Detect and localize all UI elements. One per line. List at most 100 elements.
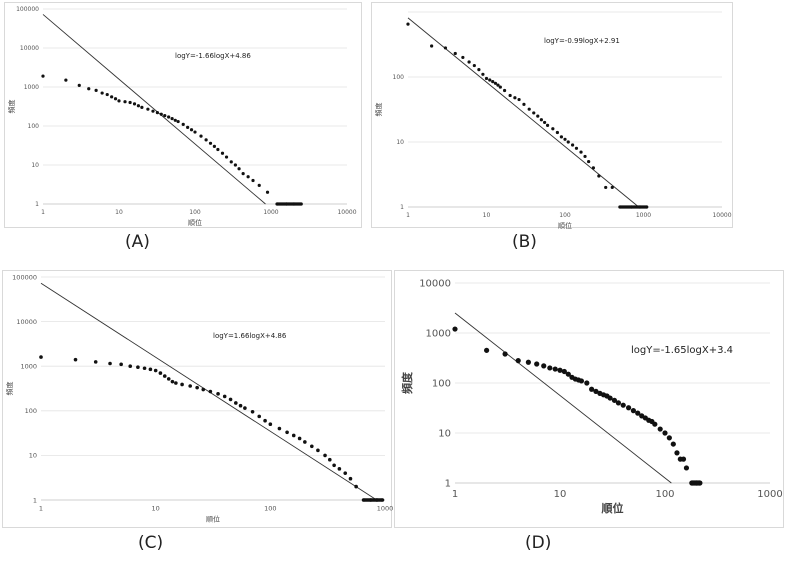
chart-panel-a: 1 10 100 1000 10000 100000 1 10 100 1000 10000 順位 頻度… <box>4 2 362 228</box>
chart-panel-b: 1 10 100 1 10 100 1000 10000 順位 頻度 logY=-0.99logX+… <box>371 2 733 230</box>
data-point <box>545 123 550 128</box>
series-points <box>406 22 649 209</box>
data-point <box>555 130 559 135</box>
y-tick-label: 1 <box>445 479 451 490</box>
data-point <box>666 435 672 441</box>
data-point <box>541 363 547 369</box>
data-point <box>310 444 314 449</box>
y-tick-label: 10000 <box>20 45 39 52</box>
series-points <box>452 326 703 486</box>
data-point <box>216 392 220 396</box>
data-point <box>493 81 498 85</box>
data-point <box>502 351 508 357</box>
data-point <box>237 167 241 171</box>
data-point <box>285 430 289 435</box>
data-point <box>565 371 571 377</box>
y-tick-label: 100000 <box>12 273 37 281</box>
data-point <box>241 172 245 176</box>
data-point <box>543 120 547 125</box>
data-point <box>173 118 177 122</box>
data-point <box>167 115 171 119</box>
data-point <box>263 418 267 423</box>
data-point <box>484 347 490 353</box>
data-point <box>188 384 192 388</box>
data-point <box>243 406 247 410</box>
x-tick-label: 100 <box>264 505 276 513</box>
regression-annotation: logY=1.66logX+4.86 <box>213 332 287 340</box>
x-axis-label: 順位 <box>602 501 624 515</box>
data-point <box>591 166 595 170</box>
y-tick-label: 1000 <box>20 362 37 370</box>
data-point <box>251 178 255 183</box>
data-point <box>477 67 481 72</box>
data-point <box>674 450 680 456</box>
data-point <box>566 140 570 144</box>
data-point <box>502 88 507 93</box>
data-point <box>250 409 255 414</box>
data-point <box>578 378 585 384</box>
data-point <box>593 388 599 394</box>
data-point <box>453 51 457 56</box>
chart-panel-c: 1 10 100 1000 10000 100000 1 10 100 1000 順位 頻度 logY=… <box>2 270 393 528</box>
data-point <box>652 421 658 427</box>
data-point <box>123 100 127 104</box>
data-point <box>579 150 583 154</box>
data-point <box>77 83 81 87</box>
y-axis-label: 頻度 <box>374 103 383 117</box>
data-point <box>158 371 163 375</box>
x-tick-label: 1 <box>452 489 458 500</box>
data-point <box>583 154 587 159</box>
x-tick-label: 100 <box>189 209 201 216</box>
data-point <box>142 366 147 371</box>
data-point <box>323 453 327 458</box>
data-point <box>610 185 614 190</box>
data-point <box>222 394 227 399</box>
chart-a: 1 10 100 1000 10000 100000 1 10 100 1000 10000 順位 頻度… <box>7 6 357 227</box>
data-point <box>670 441 676 447</box>
data-point <box>108 361 112 366</box>
data-point <box>491 79 495 84</box>
data-point <box>208 141 213 145</box>
data-point <box>522 102 526 106</box>
fit-line <box>407 17 640 208</box>
data-point <box>186 125 190 130</box>
data-point <box>268 422 273 427</box>
data-point <box>128 100 132 105</box>
data-point <box>257 414 262 419</box>
data-point <box>153 368 158 373</box>
data-point <box>551 127 555 131</box>
data-point <box>170 116 174 121</box>
caption-d: (D) <box>525 533 552 553</box>
fit-line <box>454 312 672 484</box>
fit-line <box>42 14 266 205</box>
data-point <box>615 400 622 406</box>
data-point <box>246 175 250 179</box>
data-point <box>625 405 632 411</box>
data-point <box>525 359 531 365</box>
data-point <box>354 484 358 489</box>
data-point <box>117 99 121 103</box>
gridlines <box>455 282 770 484</box>
data-point <box>297 436 302 441</box>
data-point <box>132 102 137 106</box>
data-point <box>547 365 553 371</box>
x-tick-label: 1000 <box>263 209 278 216</box>
series-points <box>41 74 303 206</box>
data-point <box>527 107 531 111</box>
data-point <box>587 159 591 164</box>
y-tick-label: 10000 <box>419 279 451 290</box>
data-point <box>201 387 206 392</box>
data-point <box>180 382 184 387</box>
data-point <box>316 448 320 453</box>
data-point <box>484 76 489 81</box>
data-point <box>571 143 575 147</box>
data-point <box>113 97 118 101</box>
y-axis-label: 頻度 <box>7 100 16 114</box>
y-tick-label: 10 <box>29 452 37 460</box>
regression-annotation: logY=-1.65logX+3.4 <box>631 345 733 356</box>
data-point <box>220 151 225 155</box>
data-point <box>229 160 233 164</box>
x-tick-label: 10 <box>115 209 123 216</box>
x-tick-label: 1000 <box>636 212 651 219</box>
x-axis-label: 順位 <box>558 221 572 230</box>
